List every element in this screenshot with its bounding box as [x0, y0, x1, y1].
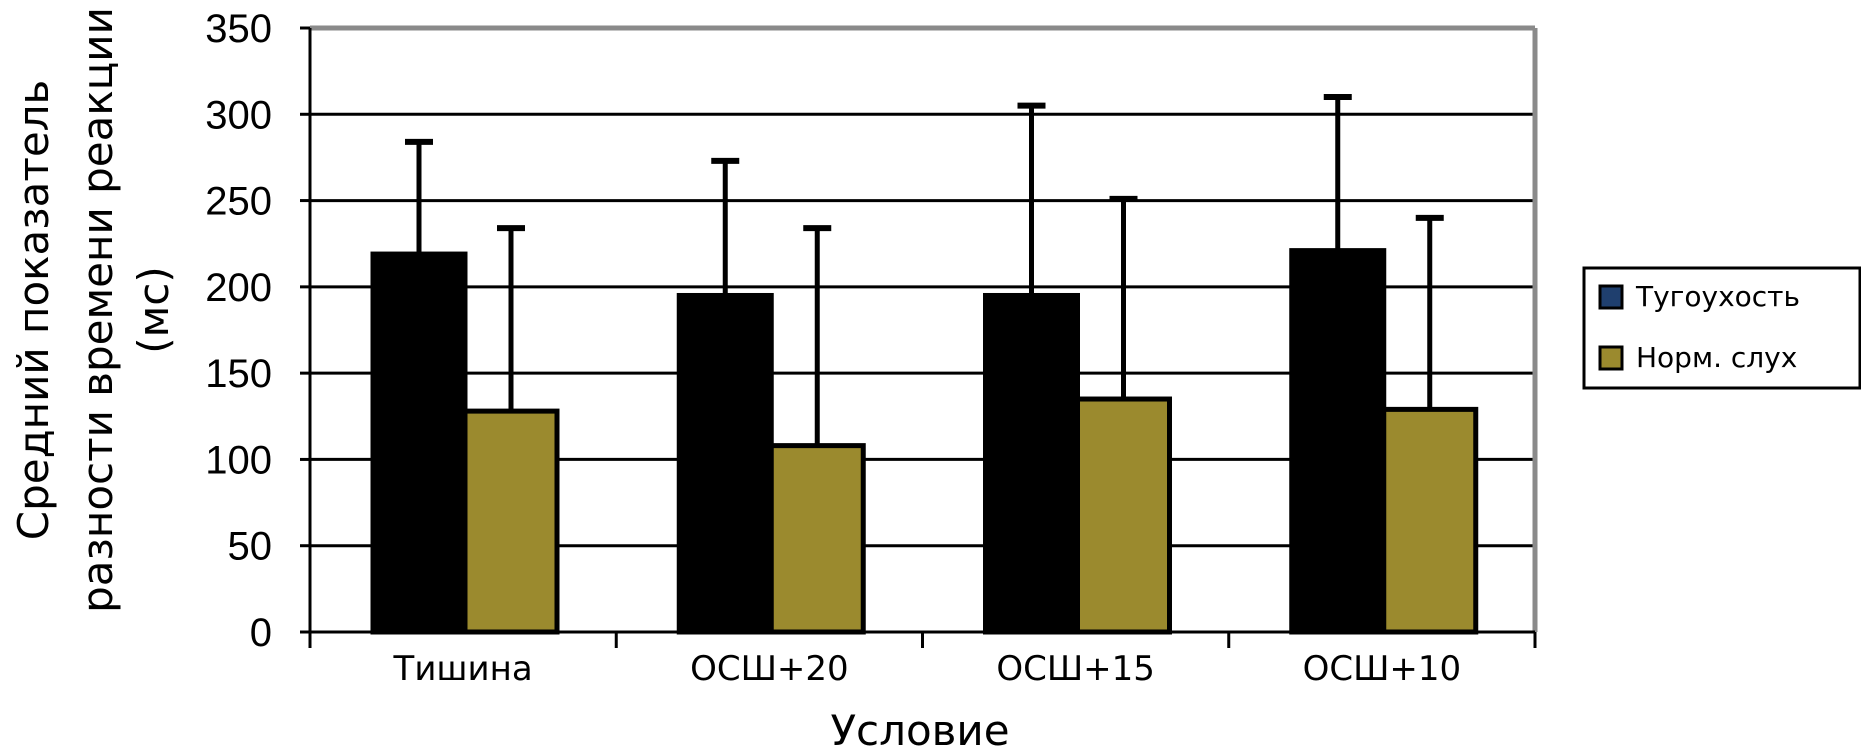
legend-swatch-hearing-loss [1598, 284, 1624, 310]
legend-label-normal-hearing: Норм. слух [1636, 341, 1797, 374]
y-tick-label: 200 [205, 266, 272, 310]
y-tick-label: 0 [250, 611, 272, 655]
x-tick-label: ОСШ+15 [996, 649, 1155, 689]
error-bars [405, 94, 1444, 446]
y-tick-label: 250 [205, 180, 272, 224]
y-tick-label: 300 [205, 93, 272, 137]
legend: Тугоухость Норм. слух [1582, 266, 1861, 390]
y-axis-title-line-3: (мс) [129, 266, 178, 354]
y-tick-labels: 0 50 100 150 200 250 300 350 [205, 7, 272, 655]
x-tick-label: ОСШ+20 [690, 649, 849, 689]
x-tick-labels: Тишина ОСШ+20 ОСШ+15 ОСШ+10 [393, 649, 1462, 689]
y-tick-label: 100 [205, 438, 272, 482]
x-tick-label: Тишина [393, 649, 533, 689]
bar-hearing-loss-2 [983, 292, 1080, 635]
bars [370, 248, 1479, 635]
y-axis-title-line-2: разности времени реакции [73, 7, 122, 613]
bar-normal-hearing-0 [462, 408, 560, 635]
y-axis-title-line-1: Средний показатель [9, 80, 58, 541]
legend-swatch-normal-hearing [1598, 345, 1624, 371]
bar-hearing-loss-1 [676, 292, 774, 635]
bar-hearing-loss-3 [1289, 248, 1387, 635]
x-axis-title: Условие [830, 706, 1009, 755]
y-tick-label: 150 [205, 352, 272, 396]
legend-box [1582, 266, 1861, 390]
legend-label-hearing-loss: Тугоухость [1635, 280, 1800, 313]
axes [308, 25, 1538, 648]
bar-normal-hearing-2 [1075, 396, 1172, 635]
bar-hearing-loss-0 [370, 251, 468, 635]
bar-normal-hearing-3 [1381, 406, 1479, 635]
y-tick-label: 350 [205, 7, 272, 51]
x-tick-label: ОСШ+10 [1303, 649, 1462, 689]
y-tick-label: 50 [228, 525, 273, 569]
bar-normal-hearing-1 [768, 443, 866, 635]
